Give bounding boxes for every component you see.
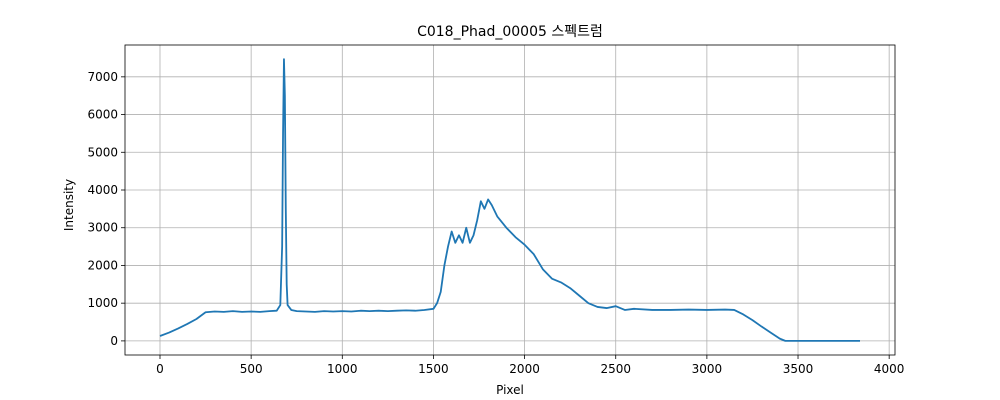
chart-title: C018_Phad_00005 스펙트럼 [417,24,603,40]
y-tick-label: 1000 [87,296,118,310]
y-tick-label: 4000 [87,183,118,197]
y-tick-label: 3000 [87,221,118,235]
x-tick-label: 1000 [327,362,358,376]
grid [125,45,895,355]
x-tick-label: 2000 [509,362,540,376]
y-axis-label: Intensity [62,179,76,231]
x-tick-label: 3500 [783,362,814,376]
x-tick-label: 500 [240,362,263,376]
x-tick-label: 1500 [418,362,449,376]
x-tick-label: 4000 [874,362,905,376]
axes-frame [124,44,896,356]
y-tick-label: 7000 [87,70,118,84]
y-tick-label: 5000 [87,145,118,159]
x-tick-label: 3000 [692,362,723,376]
y-tick-label: 0 [110,334,118,348]
x-tick-label: 0 [156,362,164,376]
y-tick-label: 6000 [87,108,118,122]
x-axis-label: Pixel [496,383,524,397]
data-line [159,58,860,342]
y-tick-label: 2000 [87,258,118,272]
plot [159,58,860,342]
x-tick-label: 2500 [600,362,631,376]
